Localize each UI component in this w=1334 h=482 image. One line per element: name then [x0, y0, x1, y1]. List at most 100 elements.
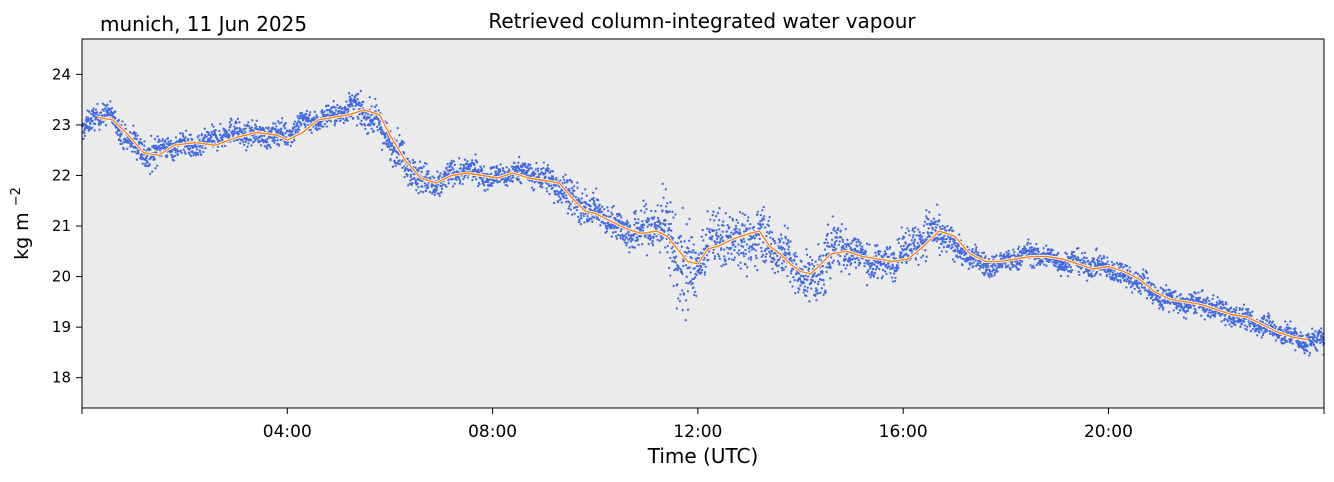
- raw-data-point: [669, 201, 671, 203]
- raw-data-point: [620, 230, 622, 232]
- raw-data-point: [737, 264, 739, 266]
- raw-data-point: [922, 232, 924, 234]
- raw-data-point: [1235, 309, 1237, 311]
- raw-data-point: [783, 248, 785, 250]
- raw-data-point: [816, 289, 818, 291]
- raw-data-point: [104, 114, 106, 116]
- raw-data-point: [744, 249, 746, 251]
- raw-data-point: [762, 241, 764, 243]
- raw-data-point: [846, 239, 848, 241]
- raw-data-point: [1112, 271, 1114, 273]
- raw-data-point: [640, 235, 642, 237]
- raw-data-point: [132, 125, 134, 127]
- raw-data-point: [221, 145, 223, 147]
- raw-data-point: [889, 265, 891, 267]
- raw-data-point: [1177, 312, 1179, 314]
- raw-data-point: [764, 226, 766, 228]
- raw-data-point: [932, 228, 934, 230]
- raw-data-point: [897, 264, 899, 266]
- raw-data-point: [627, 222, 629, 224]
- raw-data-point: [1107, 260, 1109, 262]
- raw-data-point: [581, 192, 583, 194]
- raw-data-point: [1179, 309, 1181, 311]
- raw-data-point: [88, 111, 90, 113]
- raw-data-point: [769, 255, 771, 257]
- raw-data-point: [737, 222, 739, 224]
- raw-data-point: [552, 176, 554, 178]
- raw-data-point: [874, 252, 876, 254]
- raw-data-point: [1009, 269, 1011, 271]
- raw-data-point: [594, 204, 596, 206]
- raw-data-point: [958, 233, 960, 235]
- raw-data-point: [230, 119, 232, 121]
- raw-data-point: [417, 182, 419, 184]
- raw-data-point: [1144, 287, 1146, 289]
- raw-data-point: [952, 230, 954, 232]
- raw-data-point: [987, 268, 989, 270]
- raw-data-point: [164, 139, 166, 141]
- raw-data-point: [628, 251, 630, 253]
- raw-data-point: [711, 235, 713, 237]
- raw-data-point: [244, 131, 246, 133]
- raw-data-point: [979, 262, 981, 264]
- raw-data-point: [1272, 321, 1274, 323]
- raw-data-point: [432, 184, 434, 186]
- raw-data-point: [922, 254, 924, 256]
- raw-data-point: [653, 233, 655, 235]
- raw-data-point: [686, 252, 688, 254]
- raw-data-point: [691, 236, 693, 238]
- raw-data-point: [497, 181, 499, 183]
- raw-data-point: [1221, 301, 1223, 303]
- raw-data-point: [576, 209, 578, 211]
- raw-data-point: [711, 238, 713, 240]
- raw-data-point: [1260, 329, 1262, 331]
- raw-data-point: [91, 120, 93, 122]
- raw-data-point: [646, 226, 648, 228]
- raw-data-point: [915, 258, 917, 260]
- raw-data-point: [388, 137, 390, 139]
- raw-data-point: [972, 265, 974, 267]
- raw-data-point: [875, 255, 877, 257]
- raw-data-point: [829, 246, 831, 248]
- raw-data-point: [427, 173, 429, 175]
- raw-data-point: [830, 232, 832, 234]
- raw-data-point: [991, 275, 993, 277]
- raw-data-point: [439, 195, 441, 197]
- raw-data-point: [755, 255, 757, 257]
- raw-data-point: [977, 264, 979, 266]
- raw-data-point: [984, 255, 986, 257]
- raw-data-point: [1090, 272, 1092, 274]
- raw-data-point: [734, 240, 736, 242]
- raw-data-point: [917, 264, 919, 266]
- raw-data-point: [966, 246, 968, 248]
- raw-data-point: [576, 187, 578, 189]
- raw-data-point: [512, 176, 514, 178]
- raw-data-point: [700, 252, 702, 254]
- raw-data-point: [760, 214, 762, 216]
- raw-data-point: [209, 139, 211, 141]
- raw-data-point: [943, 235, 945, 237]
- raw-data-point: [718, 207, 720, 209]
- raw-data-point: [748, 227, 750, 229]
- raw-data-point: [1225, 302, 1227, 304]
- raw-data-point: [768, 251, 770, 253]
- raw-data-point: [82, 138, 84, 140]
- raw-data-point: [1187, 310, 1189, 312]
- raw-data-point: [362, 101, 364, 103]
- raw-data-point: [1247, 308, 1249, 310]
- raw-data-point: [134, 151, 136, 153]
- raw-data-point: [571, 187, 573, 189]
- raw-data-point: [1250, 330, 1252, 332]
- raw-data-point: [918, 244, 920, 246]
- raw-data-point: [470, 165, 472, 167]
- raw-data-point: [250, 144, 252, 146]
- raw-data-point: [582, 212, 584, 214]
- raw-data-point: [570, 203, 572, 205]
- raw-data-point: [427, 187, 429, 189]
- raw-data-point: [1152, 302, 1154, 304]
- raw-data-point: [863, 262, 865, 264]
- raw-data-point: [506, 185, 508, 187]
- raw-data-point: [410, 176, 412, 178]
- raw-data-point: [345, 100, 347, 102]
